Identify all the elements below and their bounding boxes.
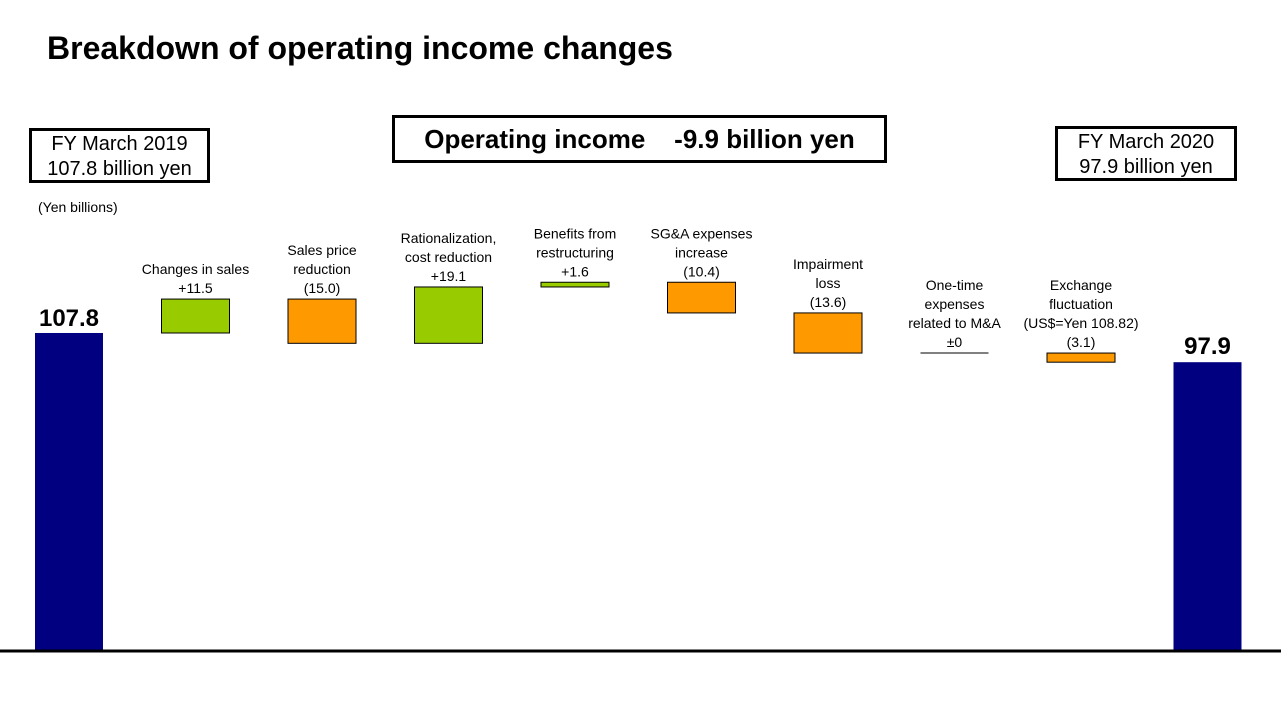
value-label-step-1: +11.5: [178, 280, 213, 296]
category-label-step-8-2: fluctuation: [1049, 296, 1113, 312]
category-label-step-5-2: increase: [675, 244, 728, 260]
category-label-step-8-1: Exchange: [1050, 277, 1112, 293]
category-label-step-3-2: cost reduction: [405, 249, 492, 265]
value-label-step-6: (13.6): [810, 294, 847, 310]
start-total-box: FY March 2019 107.8 billion yen: [29, 128, 210, 183]
category-label-step-7-1: One-time: [926, 277, 984, 293]
value-label-step-4: +1.6: [561, 263, 589, 279]
value-label-step-8: (3.1): [1067, 334, 1096, 350]
bar-step-4: [540, 281, 610, 288]
bar-step-6: [793, 312, 863, 354]
bar-step-1: [161, 298, 230, 334]
value-label-end-total: 97.9: [1184, 333, 1231, 360]
category-label-step-2-2: reduction: [293, 261, 351, 277]
category-label-step-2-1: Sales price: [287, 242, 356, 258]
category-label-step-4-2: restructuring: [536, 244, 614, 260]
bar-step-3: [414, 286, 483, 344]
bar-step-5: [667, 281, 736, 314]
bar-start-total: [35, 332, 103, 651]
value-label-step-5: (10.4): [683, 263, 720, 279]
value-label-start-total: 107.8: [39, 305, 99, 332]
category-label-step-7-2: expenses: [925, 296, 985, 312]
category-label-step-3-1: Rationalization,: [401, 230, 497, 246]
category-label-step-6-2: loss: [816, 275, 841, 291]
start-amount-label: 107.8 billion yen: [47, 158, 192, 180]
start-period-label: FY March 2019: [51, 133, 188, 155]
category-label-step-7-3: related to M&A: [908, 315, 1001, 331]
end-amount-label: 97.9 billion yen: [1079, 156, 1213, 178]
category-label-step-6-1: Impairment: [793, 256, 863, 272]
value-label-step-7: ±0: [947, 334, 963, 350]
unit-label: (Yen billions): [38, 199, 118, 215]
bar-step-8: [1046, 352, 1116, 363]
page-title: Breakdown of operating income changes: [47, 30, 673, 66]
end-period-label: FY March 2020: [1077, 131, 1215, 153]
summary-box: Operating income -9.9 billion yen: [392, 115, 887, 163]
bar-step-2: [287, 298, 357, 344]
bar-end-total: [1173, 362, 1242, 651]
value-label-step-2: (15.0): [304, 280, 341, 296]
value-label-step-3: +19.1: [431, 268, 467, 284]
category-label-step-4-1: Benefits from: [534, 225, 616, 241]
end-total-box: FY March 2020 97.9 billion yen: [1055, 126, 1237, 181]
category-label-step-8-3: (US$=Yen 108.82): [1023, 315, 1138, 331]
category-label-step-5-1: SG&A expenses: [651, 225, 753, 241]
category-label-step-1-1: Changes in sales: [142, 261, 249, 277]
